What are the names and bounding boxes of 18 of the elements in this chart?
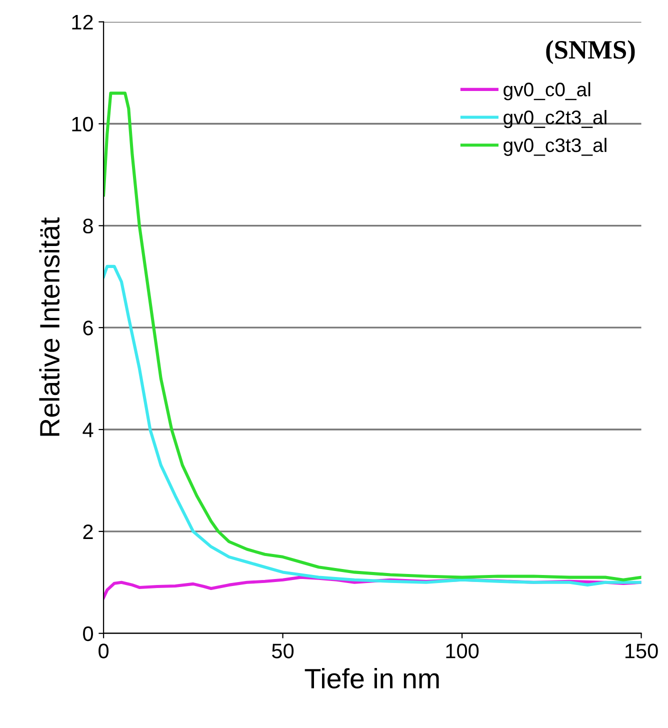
x-tick-label: 100 [446,644,479,658]
y-tick-label: 10 [72,116,94,132]
x-tick-label: 50 [272,644,294,658]
y-tick-label: 6 [83,320,93,336]
legend-label: gv0_c3t3_al [504,138,606,156]
legend-label: gv0_c0_al [504,82,590,100]
x-axis-title: Tiefe in nm [304,668,439,688]
text: (SNMS) [546,40,635,64]
y-tick-label: 8 [83,218,93,234]
y-tick-label: 0 [83,626,94,642]
x-tick-label: 150 [625,644,658,658]
y-tick-label: 2 [83,524,93,539]
y-tick-label: 4 [82,422,94,438]
x-tick-label: 0 [98,644,109,658]
line-series [104,264,642,586]
legend-label: gv0_c2t3_al [504,110,606,128]
y-tick-label: 12 [72,14,93,30]
y-axis-title: Relative Intensität [39,217,60,436]
